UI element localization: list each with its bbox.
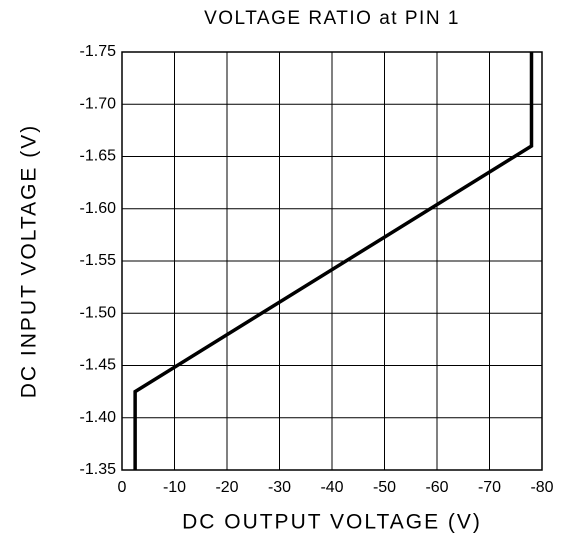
x-tick-label: -70 [478, 479, 501, 496]
y-tick-label: -1.60 [80, 200, 117, 217]
y-tick-label: -1.40 [80, 409, 117, 426]
x-tick-label: -20 [215, 479, 238, 496]
x-tick-label: -80 [530, 479, 553, 496]
x-tick-label: 0 [118, 479, 127, 496]
x-tick-label: -50 [373, 479, 396, 496]
y-tick-label: -1.35 [80, 461, 117, 478]
x-tick-label: -30 [268, 479, 291, 496]
x-tick-label: -40 [320, 479, 343, 496]
y-tick-label: -1.45 [80, 357, 117, 374]
y-tick-label: -1.55 [80, 252, 117, 269]
y-tick-label: -1.75 [80, 43, 117, 60]
y-tick-label: -1.50 [80, 304, 117, 321]
y-tick-label: -1.70 [80, 95, 117, 112]
chart-title: VOLTAGE RATIO at PIN 1 [204, 8, 460, 29]
y-axis-label: DC INPUT VOLTAGE (V) [18, 124, 41, 399]
x-axis-label: DC OUTPUT VOLTAGE (V) [182, 511, 482, 534]
data-line [133, 52, 534, 470]
x-tick-label: -10 [163, 479, 186, 496]
y-tick-label: -1.65 [80, 148, 117, 165]
x-tick-label: -60 [425, 479, 448, 496]
